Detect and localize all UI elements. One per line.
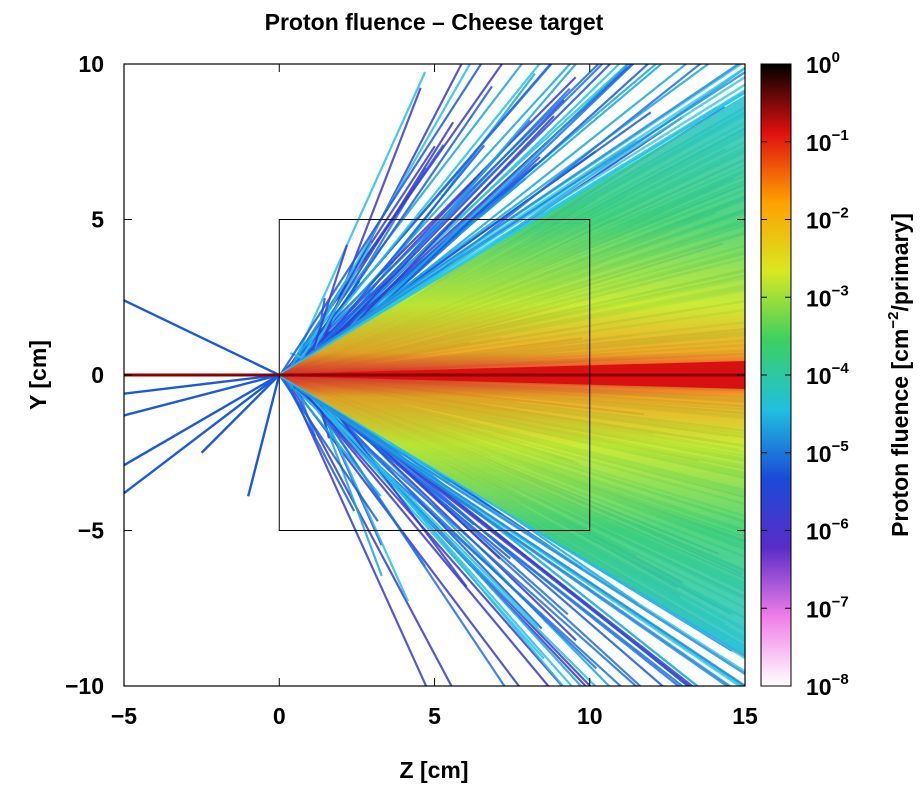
proton-track	[279, 64, 483, 376]
proton-track	[282, 375, 382, 497]
proton-track	[281, 375, 356, 512]
proton-track	[307, 244, 349, 365]
y-tick-label: −10	[65, 673, 104, 699]
proton-track	[289, 71, 427, 371]
proton-track	[278, 64, 741, 376]
colorbar-label: Proton fluence [cm−2/primary]	[885, 213, 913, 537]
proton-track	[291, 64, 604, 374]
colorbar-tick-label: 100	[806, 49, 840, 78]
colorbar-tick-label: 10−7	[806, 593, 849, 622]
colorbar-ticks: 100 10−1 10−2 10−3 10−4 10−5 10−6 10−7 10−8	[761, 49, 849, 700]
proton-track	[290, 376, 540, 628]
x-axis-label: Z [cm]	[400, 757, 469, 783]
x-tick-label: 15	[732, 703, 758, 729]
proton-track	[296, 121, 455, 371]
colorbar-tick-label: 10−5	[806, 438, 849, 467]
colorbar-tick-label: 10−2	[806, 205, 849, 234]
y-tick-label: 5	[91, 207, 104, 233]
backscatter-track	[124, 374, 280, 495]
chart-title: Proton fluence – Cheese target	[265, 9, 604, 35]
backscatter-track	[247, 374, 281, 497]
colorbar-tick-label: 10−8	[806, 671, 849, 700]
x-tick-label: −5	[111, 703, 137, 729]
target-outline	[278, 219, 591, 531]
x-tick-label: 5	[428, 703, 441, 729]
backscatter-track	[124, 373, 280, 395]
fluence-cone-lower	[279, 375, 745, 655]
backscatter-track	[124, 373, 280, 467]
proton-track	[278, 71, 745, 377]
proton-track	[278, 374, 730, 686]
backscatter-track	[124, 373, 280, 417]
proton-track	[299, 378, 583, 686]
proton-track	[283, 64, 524, 375]
fluence-cone-upper	[279, 95, 745, 375]
backscatter-track	[200, 374, 281, 454]
colorbar-tick-label: 10−3	[806, 282, 849, 311]
proton-track	[290, 376, 564, 686]
backscatter-track	[124, 299, 280, 377]
proton-track	[299, 380, 506, 686]
proton-track	[293, 377, 545, 660]
proton-track	[288, 162, 538, 375]
colorbar-tick-label: 10−4	[806, 360, 849, 389]
y-tick-label: 0	[91, 362, 104, 388]
proton-track	[298, 378, 573, 686]
colorbar-tick-label: 10−1	[806, 127, 849, 156]
y-tick-label: −5	[78, 518, 104, 544]
proton-track	[289, 64, 541, 373]
y-axis-label: Y [cm]	[25, 340, 51, 410]
proton-track	[291, 377, 550, 686]
colorbar-tick-label: 10−6	[806, 516, 849, 545]
x-tick-label: 10	[577, 703, 603, 729]
plot-area	[124, 64, 745, 686]
y-tick-label: 10	[78, 51, 104, 77]
proton-track	[285, 377, 428, 686]
proton-track	[287, 64, 572, 374]
x-axis: −5 0 5 10 15	[111, 64, 758, 729]
y-axis: −10 −5 0 5 10	[65, 51, 745, 699]
proton-track	[278, 373, 745, 675]
proton-track	[278, 89, 745, 377]
x-tick-label: 0	[273, 703, 286, 729]
proton-track	[286, 377, 453, 686]
